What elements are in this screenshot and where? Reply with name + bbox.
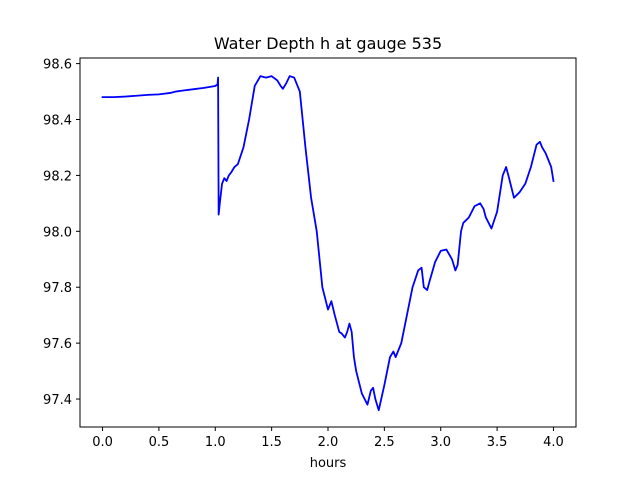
chart-title: Water Depth h at gauge 535 <box>214 34 442 53</box>
x-tick-label: 4.0 <box>543 435 564 450</box>
y-tick-label: 98.6 <box>43 58 72 73</box>
x-tick-label: 1.0 <box>205 435 226 450</box>
y-tick-label: 97.6 <box>43 337 72 352</box>
y-tick-label: 97.4 <box>43 393 72 408</box>
x-axis-label: hours <box>310 456 347 471</box>
data-series-line <box>101 75 555 412</box>
y-tick-label: 98.2 <box>43 169 72 184</box>
x-tick-label: 1.5 <box>261 435 282 450</box>
x-tick-label: 3.0 <box>430 435 451 450</box>
x-tick-label: 0.0 <box>92 435 113 450</box>
y-tick-label: 98.4 <box>43 114 72 129</box>
x-tick-label: 2.5 <box>374 435 395 450</box>
y-tick-label: 97.8 <box>43 281 72 296</box>
y-tick-label: 98.0 <box>43 225 72 240</box>
x-tick-label: 0.5 <box>149 435 170 450</box>
x-tick-label: 3.5 <box>487 435 508 450</box>
x-tick-label: 2.0 <box>318 435 339 450</box>
plot-area: 0.0 0.5 1.0 1.5 2.0 2.5 3.0 3.5 4.0 97.4 97.6 97.8 9… <box>43 57 577 450</box>
